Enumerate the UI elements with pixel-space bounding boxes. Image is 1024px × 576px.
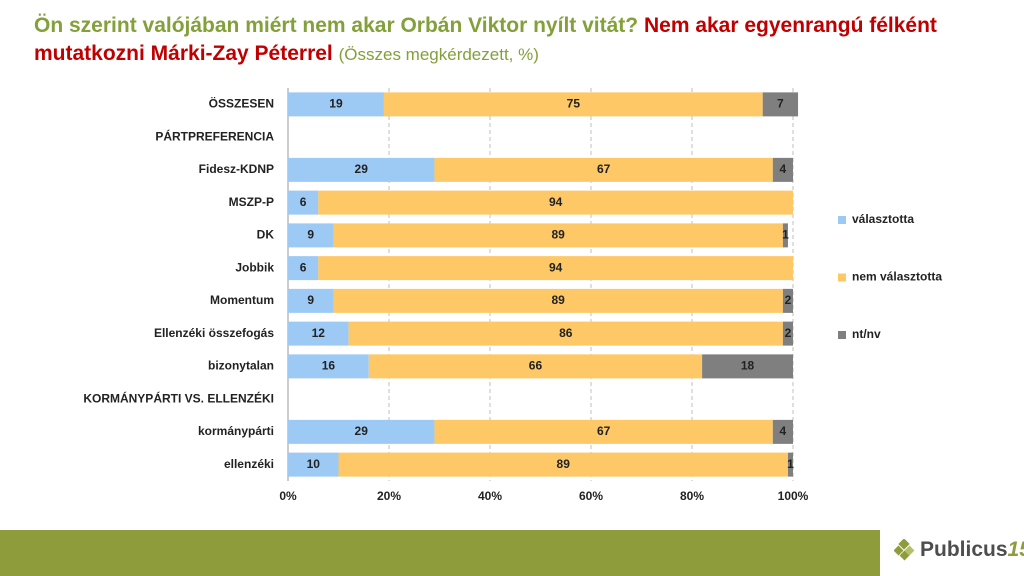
value-label: 1	[782, 228, 789, 242]
value-label: 18	[741, 359, 755, 373]
legend-swatch	[838, 331, 846, 339]
value-label: 2	[785, 326, 792, 340]
bar-segment	[288, 354, 369, 379]
bar-segment	[318, 256, 793, 281]
value-label: 4	[780, 162, 787, 176]
bar-segment	[288, 419, 435, 444]
legend-swatch	[838, 216, 846, 224]
bar-segment	[772, 419, 793, 444]
value-label: 75	[567, 97, 581, 111]
value-label: 86	[559, 326, 573, 340]
value-label: 89	[551, 228, 565, 242]
bar-segment	[288, 92, 384, 117]
value-label: 19	[329, 97, 343, 111]
footer-band	[0, 530, 880, 576]
bar-segment	[434, 419, 773, 444]
y-tick-label: DK	[257, 228, 275, 242]
legend-swatch	[838, 273, 846, 282]
y-tick-label: KORMÁNYPÁRTI VS. ELLENZÉKI	[83, 390, 274, 405]
value-label: 1	[787, 457, 794, 471]
bar-segment	[782, 321, 793, 346]
bar-segment	[288, 256, 319, 281]
y-tick-label: ellenzéki	[224, 457, 274, 471]
title: Ön szerint valójában miért nem akar Orbá…	[34, 14, 639, 37]
y-tick-label: bizonytalan	[208, 359, 274, 373]
x-tick-label: 60%	[579, 489, 603, 503]
value-label: 7	[777, 97, 784, 111]
legend-label: választotta	[852, 212, 914, 226]
y-tick-label: Momentum	[210, 293, 274, 307]
bar-segment	[787, 452, 793, 477]
bar-segment	[702, 354, 793, 379]
bar-segment	[318, 190, 793, 215]
x-tick-label: 40%	[478, 489, 502, 503]
value-label: 10	[307, 457, 321, 471]
legend-label: nem választotta	[852, 270, 942, 284]
value-label: 9	[307, 293, 314, 307]
bar-segment	[288, 288, 334, 313]
bar-segment	[762, 92, 799, 117]
bar-segment	[288, 321, 349, 346]
value-label: 4	[780, 424, 787, 438]
subtitle: Nem akar egyenrangú félként mutatkozni M…	[34, 14, 937, 65]
bar-segment	[782, 223, 788, 248]
bar-segment	[434, 157, 773, 182]
bar-segment	[348, 321, 783, 346]
value-label: 12	[312, 326, 326, 340]
bar-segment	[333, 223, 783, 248]
y-tick-label: Ellenzéki összefogás	[154, 326, 274, 340]
chart: 0% 20% 40% 60% 80% 100%ÖSSZESEN 19 75 7PÁRTPREFE…	[83, 88, 942, 503]
logo-icon	[894, 539, 915, 561]
title-block: Ön szerint valójában miért nem akar Orbá…	[34, 12, 994, 69]
x-tick-label: 80%	[680, 489, 704, 503]
bar-segment	[772, 157, 793, 182]
logo: Publicus15	[894, 538, 1024, 562]
y-tick-label: kormánypárti	[198, 424, 274, 438]
value-label: 94	[549, 195, 563, 209]
y-tick-label: Jobbik	[235, 260, 274, 274]
bar-segment	[288, 223, 334, 248]
y-tick-label: Fidesz-KDNP	[199, 162, 274, 176]
bar-segment	[383, 92, 763, 117]
value-label: 29	[355, 424, 369, 438]
value-label: 29	[355, 162, 369, 176]
x-tick-label: 100%	[778, 489, 809, 503]
x-tick-label: 0%	[279, 489, 297, 503]
y-tick-label: MSZP-P	[229, 195, 274, 209]
bar-segment	[288, 157, 435, 182]
bar-segment	[782, 288, 793, 313]
value-label: 94	[549, 260, 563, 274]
legend-label: nt/nv	[852, 327, 881, 341]
logo-name: Publicus	[920, 538, 1008, 561]
value-label: 6	[300, 195, 307, 209]
logo-number: 15	[1007, 538, 1024, 561]
value-label: 89	[557, 457, 571, 471]
x-tick-label: 20%	[377, 489, 401, 503]
y-tick-label: PÁRTPREFERENCIA	[155, 128, 274, 143]
value-label: 89	[551, 293, 565, 307]
value-label: 67	[597, 162, 611, 176]
bar-segment	[288, 190, 319, 215]
value-label: 6	[300, 260, 307, 274]
bar-segment	[288, 452, 339, 477]
value-label: 66	[529, 359, 543, 373]
bar-segment	[338, 452, 788, 477]
note: (Összes megkérdezett, %)	[338, 45, 539, 64]
bar-segment	[333, 288, 783, 313]
y-tick-label: ÖSSZESEN	[209, 96, 274, 111]
value-label: 67	[597, 424, 611, 438]
bar-segment	[368, 354, 703, 379]
value-label: 9	[307, 228, 314, 242]
value-label: 16	[322, 359, 336, 373]
value-label: 2	[785, 293, 792, 307]
